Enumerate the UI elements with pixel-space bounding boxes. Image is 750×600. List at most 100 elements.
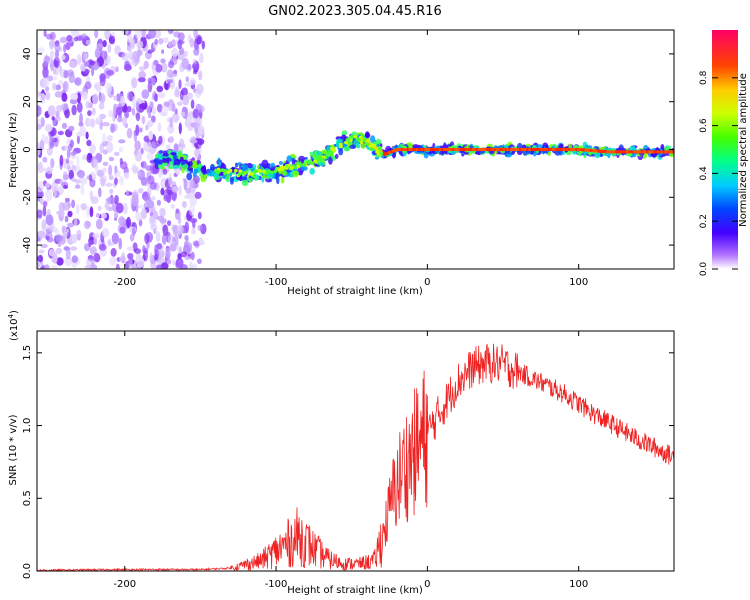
- spectrogram-noise-cell: [115, 202, 124, 214]
- spectrogram-noise-cell: [184, 235, 189, 241]
- spectrogram-ridge-cell: [298, 155, 305, 162]
- spectrogram-noise-cell: [37, 105, 42, 117]
- spectrogram-noise-cell: [167, 41, 173, 48]
- spectrogram-noise-cell: [146, 152, 154, 161]
- spectrogram-ridge-cell: [261, 159, 269, 168]
- spectrogram-strong-cell: [313, 155, 317, 160]
- spectrogram-noise-cell: [65, 42, 71, 51]
- colorbar-tick-label: 0.0: [699, 262, 709, 277]
- spectrogram-noise-cell: [149, 252, 153, 261]
- spectrogram-ridge-cell: [309, 168, 316, 175]
- spectrogram-noise-cell: [147, 49, 153, 54]
- spectrogram-noise-cell: [168, 177, 172, 186]
- spectrogram-noise-cell: [189, 37, 195, 48]
- spectrogram-noise-cell: [184, 221, 190, 234]
- colorbar: 0.0 0.2 0.4 0.6 0.8 Normalized spectral ampl…: [699, 30, 749, 276]
- spectrogram-noise-cell: [161, 49, 165, 54]
- spectrogram-ytick-label: -20: [22, 189, 33, 205]
- spectrogram-noise-cell: [92, 93, 99, 105]
- spectrogram-noise-cell: [109, 256, 117, 266]
- spectrogram-noise-cell: [93, 252, 101, 263]
- spectrogram-strong-cell: [330, 146, 334, 151]
- spectrogram-ridge-cell: [186, 172, 193, 181]
- spectrogram-noise-cell: [80, 203, 87, 211]
- spectrogram-noise-cell: [94, 48, 101, 59]
- spectrogram-ridge-cell: [605, 152, 610, 157]
- spectrogram-noise-cell: [89, 118, 96, 128]
- spectrogram-noise-cell: [135, 124, 140, 136]
- spectrogram-noise-cell: [122, 116, 128, 127]
- spectrogram-noise-cell: [151, 196, 156, 201]
- spectrogram-noise-cell: [197, 138, 205, 145]
- spectrogram-noise-cell: [171, 185, 179, 193]
- spectrogram-noise-cell: [46, 209, 51, 216]
- spectrogram-noise-cell: [102, 133, 106, 145]
- spectrogram-noise-cell: [169, 73, 178, 78]
- spectrogram-noise-cell: [175, 39, 179, 44]
- spectrogram-strong-cell: [345, 138, 350, 142]
- spectrogram-noise-cell: [108, 241, 115, 246]
- spectrogram-noise-cell: [118, 146, 124, 153]
- spectrogram-noise-cell: [80, 33, 88, 39]
- spectrogram-noise-cell: [134, 150, 143, 162]
- spectrogram-ridge-cell: [261, 175, 268, 179]
- spectrogram-noise-cell: [196, 83, 204, 95]
- colorbar-tick-label: 0.8: [699, 70, 709, 85]
- spectrogram-noise-cell: [158, 135, 163, 145]
- spectrogram-noise-cell: [132, 227, 136, 237]
- spectrogram-ridge-cell: [162, 150, 168, 155]
- spectrogram-noise-cell: [118, 139, 126, 144]
- spectrogram-noise-cell: [192, 63, 198, 70]
- spectrogram-noise-cell: [154, 93, 158, 102]
- figure-title: GN02.2023.305.04.45.R16: [268, 4, 442, 19]
- spectrogram-strong-cell: [378, 145, 382, 150]
- spectrogram-strong-cell: [222, 168, 226, 173]
- spectrogram-noise-cell: [70, 92, 79, 101]
- spectrogram-noise-cell: [190, 251, 195, 261]
- spectrogram-ridge-cell: [168, 165, 175, 170]
- spectrogram-strong-cell: [245, 170, 249, 174]
- spectrogram-noise-cell: [120, 96, 126, 107]
- spectrogram-noise-cell: [68, 60, 77, 68]
- spectrogram-ridge-cell: [203, 164, 206, 173]
- spectrogram-strong-cell: [369, 143, 374, 147]
- spectrogram-noise-cell: [102, 149, 109, 155]
- snr-scale-close: ): [9, 310, 20, 314]
- spectrogram-noise-cell: [167, 30, 174, 35]
- spectrogram-noise-cell: [60, 54, 66, 60]
- spectrogram-ytick-label: 40: [22, 48, 33, 61]
- spectrogram-noise-cell: [192, 175, 200, 184]
- spectrogram-noise-cell: [41, 93, 46, 99]
- spectrogram-noise-cell: [41, 219, 47, 231]
- spectrogram-ridge-cell: [662, 152, 669, 157]
- spectrogram-noise-cell: [157, 91, 166, 99]
- spectrogram-ridge-cell: [356, 144, 361, 149]
- spectrogram-noise-cell: [61, 225, 65, 233]
- spectrogram-ridge-cell: [582, 141, 588, 150]
- spectrogram-noise-cell: [144, 233, 150, 245]
- spectrogram-ridge-cell: [328, 157, 333, 165]
- spectrogram-strong-cell: [353, 134, 358, 139]
- spectrogram-noise-cell: [185, 76, 190, 83]
- spectrogram-noise-cell: [62, 82, 68, 90]
- spectrogram-noise-cell: [68, 125, 75, 132]
- spectrogram-noise-cell: [86, 258, 93, 267]
- spectrogram-noise-cell: [74, 77, 82, 86]
- spectrogram-ridge-cell: [270, 162, 276, 168]
- spectrogram-noise-cell: [38, 249, 45, 254]
- spectrogram-ridge-cell: [172, 164, 180, 169]
- spectrogram-noise-cell: [46, 225, 54, 231]
- spectrogram-strong-cell: [302, 163, 307, 167]
- spectrogram-noise-cell: [71, 233, 78, 244]
- spectrogram-noise-cell: [166, 258, 172, 265]
- spectrogram-noise-cell: [59, 36, 68, 44]
- spectrogram-ridge-cell: [365, 131, 370, 138]
- spectrogram-noise-cell: [184, 82, 192, 87]
- spectrogram-noise-cell: [162, 224, 169, 236]
- spectrogram-noise-cell: [79, 177, 88, 185]
- spectrogram-noise-cell: [94, 30, 99, 39]
- spectrogram-noise-cell: [135, 101, 140, 112]
- snr-xtick-label: -200: [113, 579, 136, 590]
- spectrogram-noise-cell: [71, 164, 77, 171]
